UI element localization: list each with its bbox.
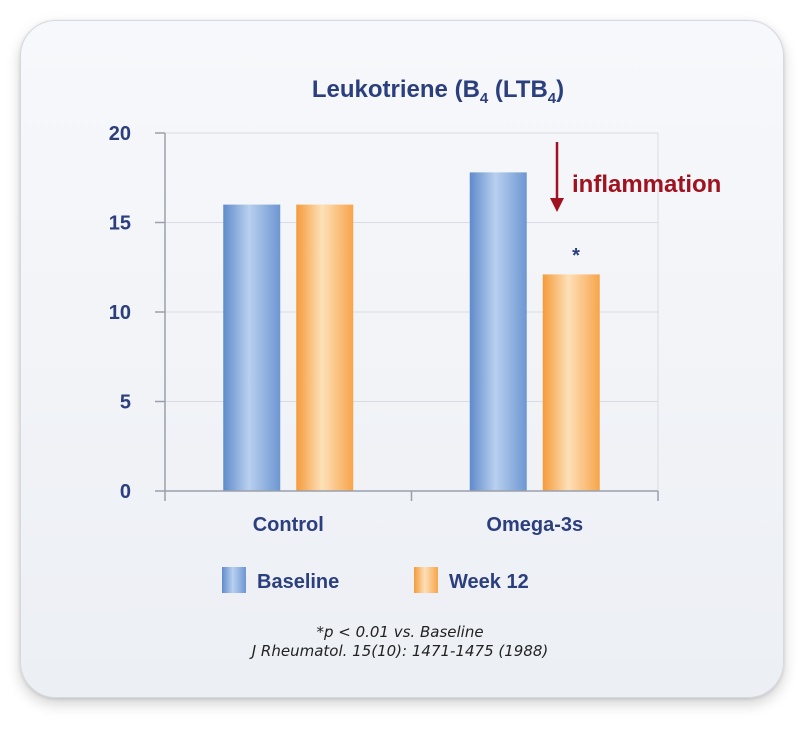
annotation-label: inflammation — [572, 171, 721, 198]
y-axis: 0 5 10 15 20 — [109, 123, 166, 503]
y-tick-label: 15 — [109, 213, 131, 235]
y-tick-label: 10 — [109, 302, 131, 324]
legend-label-week12: Week 12 — [449, 571, 529, 593]
bars — [223, 172, 600, 491]
x-category-label: Control — [253, 514, 324, 536]
footnote: *p < 0.01 vs. Baseline — [316, 623, 483, 641]
citation: J Rheumatol. 15(10): 1471-1475 (1988) — [249, 642, 549, 660]
bar-omega-3s-week12 — [542, 274, 600, 491]
x-axis: Control Omega-3s — [164, 490, 659, 536]
y-tick-label: 5 — [120, 392, 131, 414]
legend-label-baseline: Baseline — [257, 571, 339, 593]
legend-swatch-week12 — [414, 567, 438, 593]
x-category-label: Omega-3s — [486, 514, 583, 536]
arrow-head-icon — [550, 198, 564, 212]
legend-swatch-baseline — [222, 567, 246, 593]
bar-omega-3s-baseline — [469, 172, 527, 491]
significance-marker: * — [572, 245, 580, 267]
bar-control-week12 — [296, 204, 354, 491]
chart-title: Leukotriene (B4 (LTB4) — [312, 76, 564, 107]
y-tick-label: 0 — [120, 481, 131, 503]
y-tick-label: 20 — [109, 123, 131, 145]
bar-control-baseline — [223, 204, 281, 491]
